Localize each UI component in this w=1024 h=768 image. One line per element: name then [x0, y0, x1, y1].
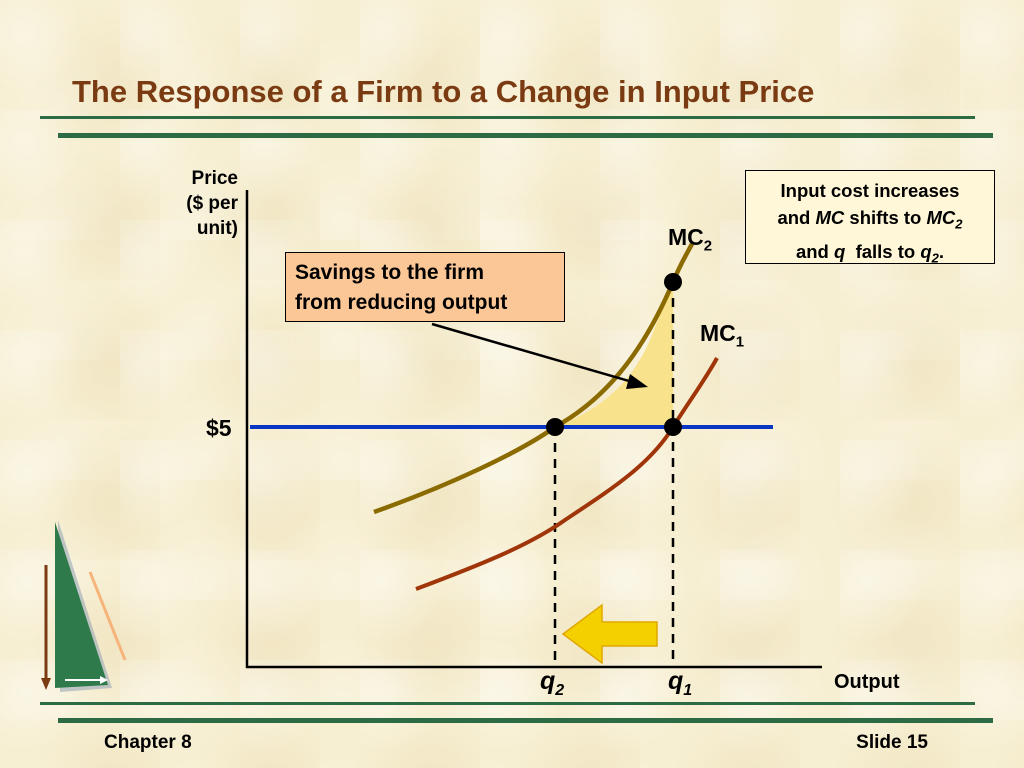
mc2-curve: [373, 242, 694, 515]
q1-label: q1: [668, 667, 693, 699]
title-divider-thin: [40, 116, 975, 119]
price-tick-label: $5: [206, 415, 232, 441]
footer-slide-number: Slide 15: [856, 732, 928, 753]
mc1-curve: [415, 357, 719, 591]
footer-divider-thick: [58, 718, 993, 723]
q2-label: q2: [540, 667, 565, 699]
input-cost-note: Input cost increases and MC shifts to MC…: [745, 170, 995, 265]
point-q1-equilibrium: [664, 418, 682, 436]
mc2-label: MC2: [668, 224, 713, 255]
x-axis-label: Output: [834, 671, 900, 693]
point-q2-equilibrium: [546, 418, 564, 436]
textbook-logo-icon: [41, 520, 127, 692]
point-mc2-at-q1: [664, 273, 682, 291]
slide-title: The Response of a Firm to a Change in In…: [72, 74, 815, 109]
savings-pointer-arrowhead: [626, 374, 648, 389]
footer-divider-thin: [40, 702, 975, 705]
output-decrease-arrow: [561, 603, 658, 665]
y-axis-label: Price ($ per unit): [186, 168, 238, 239]
savings-pointer-arrow: [431, 322, 637, 385]
footer-chapter: Chapter 8: [104, 732, 192, 753]
savings-shaded-area: [555, 282, 673, 427]
mc1-label: MC1: [700, 320, 745, 351]
savings-callout: Savings to the firm from reducing output: [285, 252, 565, 322]
title-divider-thick: [58, 133, 993, 138]
